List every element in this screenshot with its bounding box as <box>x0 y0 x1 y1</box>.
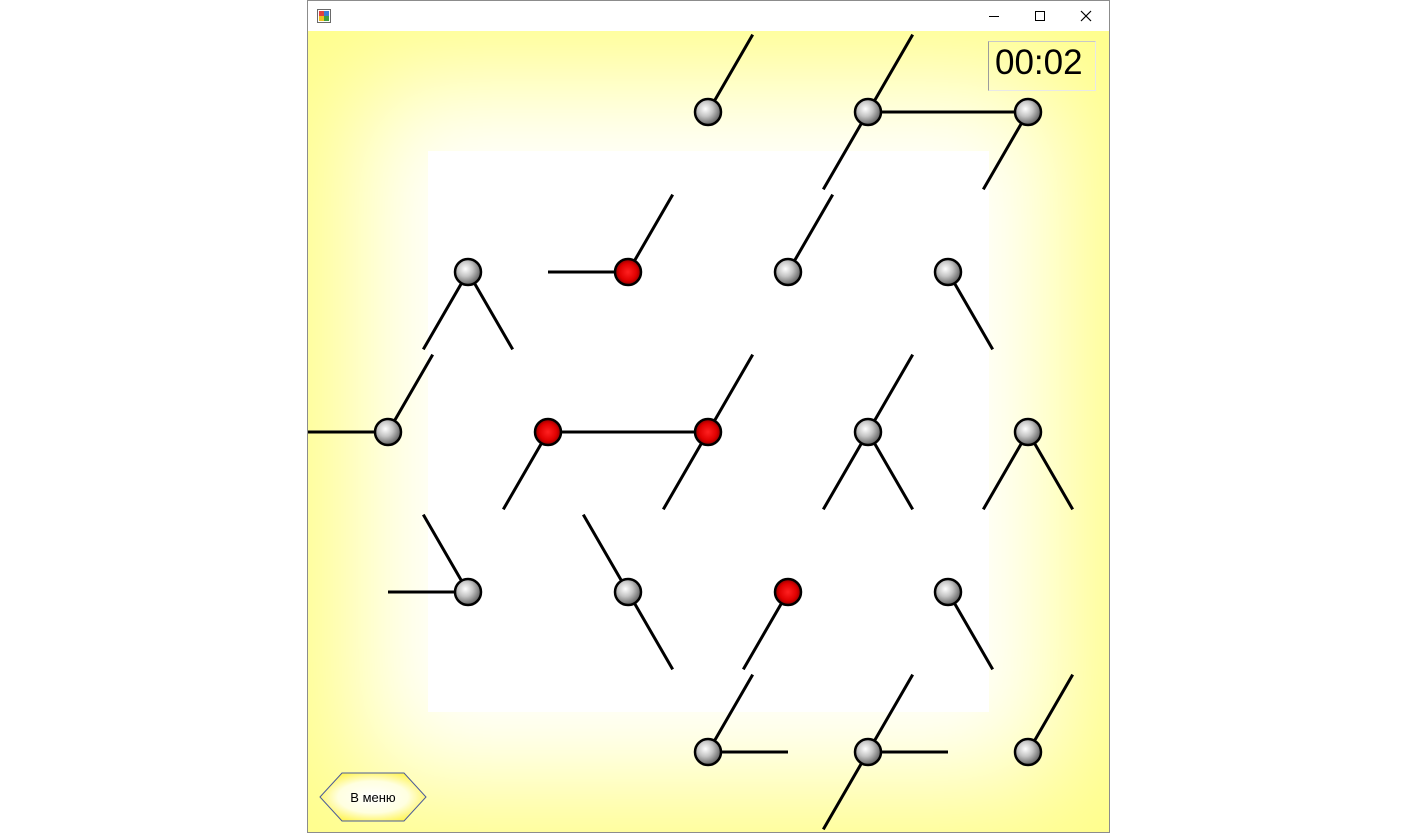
node[interactable] <box>1013 97 1043 127</box>
connector-line <box>866 33 914 113</box>
connector-line <box>866 431 914 511</box>
node[interactable] <box>693 97 723 127</box>
node[interactable] <box>1013 417 1043 447</box>
connector-line <box>982 111 1030 191</box>
node[interactable] <box>933 577 963 607</box>
node[interactable] <box>773 257 803 287</box>
game-board: 00:02 В меню <box>308 31 1109 832</box>
connector-line <box>866 353 914 433</box>
connector-line <box>1026 431 1074 511</box>
connector-line <box>582 513 630 593</box>
title-bar <box>308 1 1109 31</box>
connector-line <box>626 193 674 273</box>
connector-lines <box>308 33 1074 831</box>
connector-line <box>662 431 710 511</box>
connector-line <box>822 751 870 831</box>
connector-line <box>786 193 834 273</box>
menu-button-shape <box>319 772 427 822</box>
connector-line <box>706 33 754 113</box>
close-button[interactable] <box>1063 1 1109 31</box>
game-window: 00:02 В меню <box>307 0 1110 833</box>
active-node[interactable] <box>533 417 563 447</box>
connector-line <box>1026 673 1074 753</box>
node[interactable] <box>453 577 483 607</box>
node[interactable] <box>693 737 723 767</box>
connector-line <box>422 513 470 593</box>
connector-line <box>946 591 994 671</box>
node[interactable] <box>853 417 883 447</box>
node[interactable] <box>933 257 963 287</box>
connector-line <box>706 673 754 753</box>
node[interactable] <box>853 97 883 127</box>
node[interactable] <box>1013 737 1043 767</box>
node-grid <box>308 33 1074 831</box>
active-node[interactable] <box>693 417 723 447</box>
connector-line <box>742 591 790 671</box>
maximize-icon <box>1035 11 1045 21</box>
nodes-layer <box>373 97 1043 767</box>
connector-line <box>386 353 434 433</box>
connector-line <box>946 271 994 351</box>
minimize-icon <box>989 16 999 17</box>
connector-line <box>422 271 470 351</box>
node[interactable] <box>853 737 883 767</box>
connector-line <box>626 591 674 671</box>
node[interactable] <box>373 417 403 447</box>
connector-line <box>982 431 1030 511</box>
connector-line <box>822 111 870 191</box>
active-node[interactable] <box>773 577 803 607</box>
connector-line <box>866 673 914 753</box>
connector-line <box>706 353 754 433</box>
connector-line <box>822 431 870 511</box>
node[interactable] <box>613 577 643 607</box>
menu-button[interactable]: В меню <box>318 771 428 823</box>
node[interactable] <box>453 257 483 287</box>
connector-line <box>466 271 514 351</box>
menu-button-label: В меню <box>350 789 396 805</box>
active-node[interactable] <box>613 257 643 287</box>
connector-line <box>502 431 550 511</box>
close-icon <box>1080 10 1092 22</box>
timer-display: 00:02 <box>988 41 1096 91</box>
maximize-button[interactable] <box>1017 1 1063 31</box>
minimize-button[interactable] <box>971 1 1017 31</box>
app-icon <box>317 9 331 23</box>
